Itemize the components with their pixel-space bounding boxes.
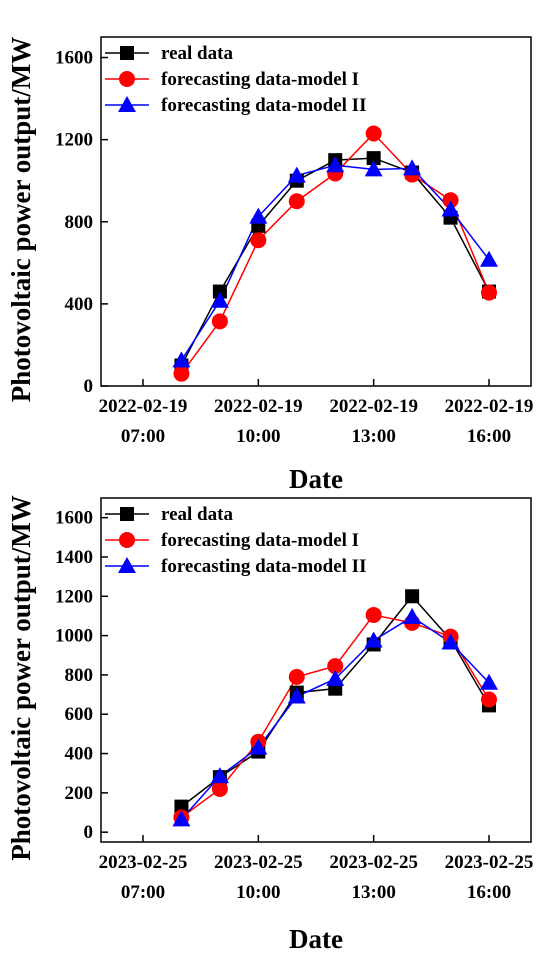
series-line-1 bbox=[180, 595, 490, 808]
data-point-square bbox=[174, 799, 189, 814]
x-tick-time: 13:00 bbox=[352, 882, 396, 903]
x-tick-date: 2022-02-19 bbox=[214, 396, 303, 417]
data-point-circle bbox=[211, 313, 228, 330]
data-point-square bbox=[366, 151, 381, 166]
x-axis-title: Date bbox=[289, 464, 343, 494]
legend-marker-square bbox=[120, 46, 134, 60]
data-point-triangle bbox=[326, 669, 345, 686]
x-tick-date: 2022-02-19 bbox=[99, 396, 188, 417]
x-tick-time: 07:00 bbox=[121, 882, 165, 903]
data-point-triangle bbox=[403, 607, 422, 624]
legend-label: forecasting data-model II bbox=[161, 556, 366, 577]
data-point-circle bbox=[288, 668, 305, 685]
x-tick-time: 16:00 bbox=[467, 882, 511, 903]
legend-marker-triangle bbox=[118, 557, 136, 573]
x-tick-time: 10:00 bbox=[236, 426, 280, 447]
data-point-circle bbox=[327, 658, 344, 675]
data-point-triangle bbox=[441, 200, 460, 217]
data-point-triangle bbox=[210, 291, 229, 308]
legend: real data forecasting data-model I forecas… bbox=[105, 43, 366, 116]
x-tick-time: 13:00 bbox=[352, 426, 396, 447]
x-tick-date: 2022-02-19 bbox=[445, 396, 534, 417]
y-tick-label: 600 bbox=[65, 704, 94, 725]
data-point-triangle bbox=[172, 810, 191, 827]
data-point-triangle bbox=[249, 207, 268, 224]
legend-label: forecasting data-model I bbox=[161, 69, 359, 90]
y-tick-label: 1400 bbox=[55, 547, 93, 568]
y-tick-label: 1600 bbox=[55, 48, 93, 69]
y-tick-label: 1600 bbox=[55, 508, 93, 529]
x-tick-date: 2023-02-25 bbox=[329, 852, 418, 873]
data-point-triangle bbox=[480, 673, 498, 690]
x-axis-title: Date bbox=[289, 924, 343, 954]
data-point-triangle bbox=[287, 166, 306, 183]
legend-marker-square bbox=[120, 507, 134, 521]
x-tick-time: 10:00 bbox=[236, 882, 280, 903]
data-point-triangle bbox=[326, 156, 345, 173]
data-point-triangle bbox=[249, 738, 268, 755]
x-tick-date: 2023-02-25 bbox=[99, 852, 188, 873]
legend-marker-triangle bbox=[118, 96, 136, 112]
data-point-square bbox=[405, 589, 420, 604]
y-tick-label: 200 bbox=[65, 783, 94, 804]
data-point-triangle bbox=[364, 631, 383, 648]
x-tick-time: 07:00 bbox=[121, 426, 165, 447]
data-point-triangle bbox=[441, 633, 460, 650]
chart-2: 0 200 400 600 800 1000 1200 1400 1600 2023-02-25 0… bbox=[6, 495, 533, 954]
x-tick-date: 2022-02-19 bbox=[329, 396, 418, 417]
legend-label: forecasting data-model I bbox=[161, 530, 359, 551]
plot-frame bbox=[100, 497, 532, 843]
y-axis-title: Photovoltaic power output/MW bbox=[6, 495, 36, 861]
x-tick-date: 2023-02-25 bbox=[445, 852, 534, 873]
y-tick-label: 400 bbox=[65, 294, 94, 315]
data-point-triangle bbox=[287, 687, 306, 704]
legend-label: real data bbox=[161, 504, 233, 525]
y-tick-label: 800 bbox=[65, 212, 94, 233]
data-point-circle bbox=[288, 193, 305, 210]
chart-1: 0 400 800 1200 1600 2022-02-19 07:00 2022-02-19… bbox=[6, 36, 534, 494]
y-tick-label: 1200 bbox=[55, 130, 93, 151]
x-tick-time: 16:00 bbox=[467, 426, 511, 447]
data-point-circle bbox=[250, 232, 267, 249]
legend: real data forecasting data-model I forecas… bbox=[105, 504, 366, 577]
x-tick-date: 2023-02-25 bbox=[214, 852, 303, 873]
data-point-triangle bbox=[172, 351, 191, 368]
legend-marker-circle bbox=[119, 532, 135, 548]
legend-label: forecasting data-model II bbox=[161, 95, 366, 116]
data-point-circle bbox=[481, 691, 497, 708]
data-point-circle bbox=[211, 780, 228, 797]
data-point-circle bbox=[442, 192, 459, 209]
data-point-square bbox=[212, 284, 227, 299]
y-axis-title: Photovoltaic power output/MW bbox=[6, 37, 36, 403]
legend-marker-circle bbox=[119, 71, 135, 87]
data-point-triangle bbox=[210, 767, 229, 784]
data-point-triangle bbox=[403, 159, 422, 176]
series-line-1 bbox=[180, 157, 490, 366]
y-tick-label: 1200 bbox=[55, 586, 93, 607]
data-point-triangle bbox=[480, 250, 498, 267]
legend-label: real data bbox=[161, 43, 233, 64]
y-tick-label: 0 bbox=[84, 822, 94, 843]
data-point-circle bbox=[365, 125, 382, 142]
data-point-circle bbox=[365, 606, 382, 623]
y-tick-label: 1000 bbox=[55, 626, 93, 647]
data-point-circle bbox=[173, 365, 190, 382]
y-tick-label: 0 bbox=[84, 376, 94, 397]
y-tick-label: 400 bbox=[65, 744, 94, 765]
y-tick-label: 800 bbox=[65, 665, 94, 686]
plot-frame bbox=[100, 36, 532, 387]
data-point-circle bbox=[481, 284, 497, 301]
data-point-triangle bbox=[364, 160, 383, 177]
